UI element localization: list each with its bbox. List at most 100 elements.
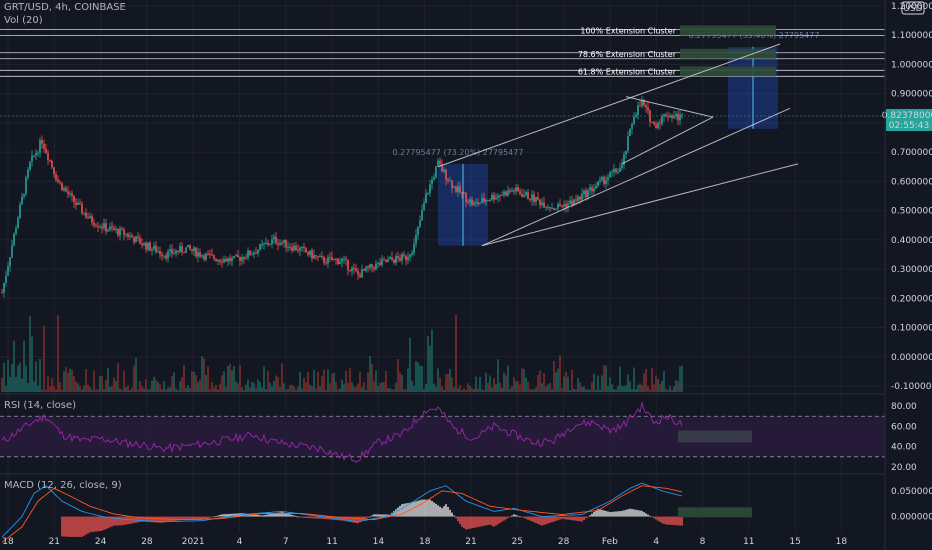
macd-histogram-bar	[337, 516, 339, 521]
candle-body	[267, 242, 269, 245]
candle-body	[447, 179, 449, 182]
macd-histogram-bar	[439, 506, 441, 517]
macd-histogram-bar	[121, 516, 123, 526]
volume-bar	[283, 383, 285, 392]
macd-tick: 0.05000000	[891, 487, 932, 497]
macd-histogram-bar	[425, 499, 427, 517]
macd-histogram-bar	[229, 513, 231, 517]
volume-bar	[585, 389, 587, 392]
volume-bar	[603, 365, 605, 392]
volume-bar	[209, 389, 211, 392]
candle-body	[593, 188, 595, 192]
candle-body	[261, 244, 263, 246]
macd-histogram-bar	[293, 515, 295, 517]
volume-bar	[365, 389, 367, 392]
volume-bar	[83, 385, 85, 392]
candle-body	[409, 254, 411, 258]
macd-histogram-bar	[407, 502, 409, 517]
macd-histogram-bar	[649, 515, 651, 517]
macd-histogram-bar	[277, 512, 279, 517]
volume-bar	[279, 387, 281, 392]
macd-histogram-bar	[191, 516, 193, 520]
macd-histogram-bar	[397, 507, 399, 517]
volume-bar	[521, 368, 523, 392]
macd-histogram-bar	[483, 516, 485, 526]
volume-bar	[281, 363, 283, 392]
macd-histogram-bar	[287, 513, 289, 517]
volume-bar	[633, 367, 635, 392]
volume-bar	[123, 370, 125, 392]
volume-bar	[459, 385, 461, 392]
volume-bar	[617, 386, 619, 392]
macd-histogram-bar	[597, 508, 599, 517]
candle-body	[229, 258, 231, 262]
macd-histogram-bar	[491, 516, 493, 526]
macd-histogram-bar	[139, 516, 141, 523]
time-tick: 25	[512, 537, 523, 547]
candle-body	[37, 152, 39, 154]
candle-body	[525, 192, 527, 195]
candle-body	[69, 193, 71, 195]
time-tick: 28	[141, 537, 153, 547]
volume-bar	[319, 386, 321, 392]
macd-histogram-bar	[319, 516, 321, 519]
macd-histogram-bar	[213, 516, 215, 518]
volume-bar	[333, 372, 335, 392]
time-axis[interactable]: 18 21 24 28 2021 4 7 11 14 18 21 25 28 Feb 4 8 11 15 18	[2, 537, 847, 547]
volume-bar	[303, 377, 305, 392]
volume-bar	[193, 371, 195, 392]
macd-histogram-bar	[267, 514, 269, 517]
candle-body	[71, 193, 73, 196]
macd-histogram-bar	[431, 501, 433, 517]
volume-bar	[335, 381, 337, 392]
candle-body	[609, 172, 611, 178]
time-tick: 4	[653, 537, 659, 547]
candle-body	[111, 226, 113, 229]
triangle-bottom	[621, 116, 714, 165]
macd-histogram-bar	[69, 516, 71, 537]
candle-body	[195, 247, 197, 257]
macd-histogram-bar	[365, 516, 367, 519]
candle-body	[545, 207, 547, 209]
volume-bar	[297, 386, 299, 392]
volume-bar	[497, 359, 499, 392]
price-tick: 1.20000000	[891, 2, 932, 12]
volume-bar	[569, 389, 571, 392]
volume-bar	[529, 388, 531, 392]
volume-bar	[147, 389, 149, 392]
macd-histogram-bar	[305, 516, 307, 518]
candle-body	[141, 243, 143, 246]
volume-bar	[31, 336, 33, 392]
time-tick: 15	[789, 537, 800, 547]
volume-bar	[415, 361, 417, 392]
candle-body	[501, 194, 503, 196]
volume-bar	[255, 387, 257, 392]
candle-body	[627, 136, 629, 151]
macd-histogram-bar	[521, 516, 523, 518]
volume-bar	[623, 386, 625, 392]
candle-body	[499, 195, 501, 197]
macd-histogram-bar	[273, 513, 275, 517]
volume-bar	[223, 371, 225, 392]
volume-bar	[65, 367, 67, 392]
macd-histogram-bar	[599, 509, 601, 517]
candle-body	[293, 245, 295, 251]
price-tick: 1.00000000	[891, 60, 932, 70]
candle-body	[209, 253, 211, 255]
candle-body	[583, 190, 585, 194]
candle-body	[65, 188, 67, 192]
macd-histogram-bar	[427, 499, 429, 517]
volume-bar	[21, 378, 23, 392]
volume-bars	[1, 314, 683, 392]
volume-bar	[151, 380, 153, 392]
macd-histogram-bar	[163, 516, 165, 523]
macd-histogram-bar	[159, 516, 161, 523]
price-axis[interactable]: 1.20000000 1.10000000 1.00000000 0.90000000…	[882, 1, 932, 523]
volume-bar	[675, 380, 677, 392]
volume-bar	[645, 369, 647, 392]
time-tick: 4	[237, 537, 243, 547]
volume-bar	[619, 366, 621, 392]
volume-bar	[539, 370, 541, 392]
